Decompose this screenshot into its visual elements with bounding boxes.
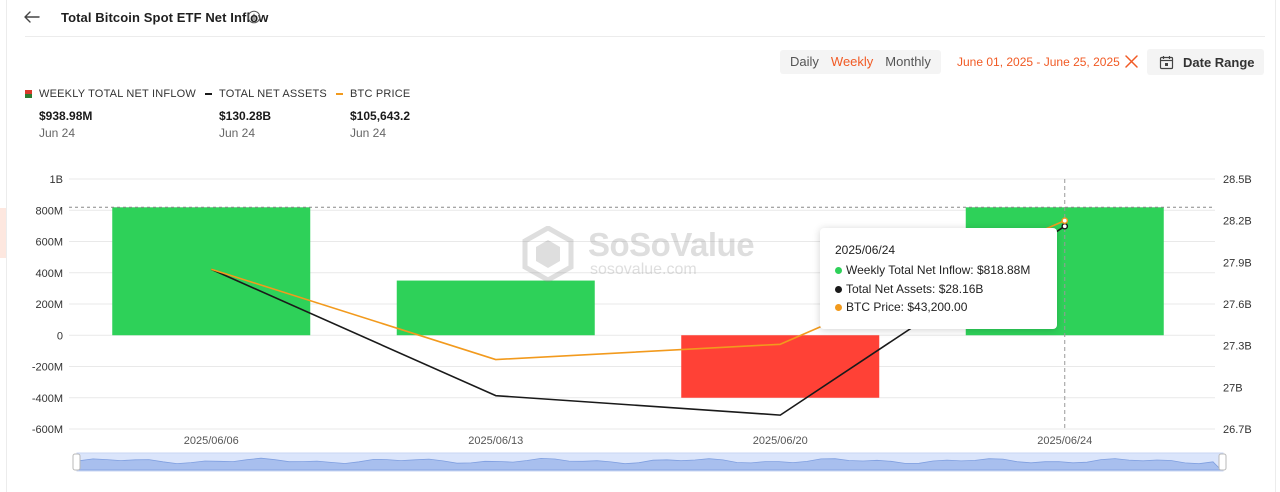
inflow-bar [396, 280, 595, 336]
y-left-tick-label: 0 [57, 330, 63, 342]
chart-tooltip: 2025/06/24 Weekly Total Net Inflow: $818… [820, 228, 1057, 329]
legend-inflow[interactable]: WEEKLY TOTAL NET INFLOW $938.98M Jun 24 [25, 88, 196, 140]
y-right-tick-label: 27.9B [1223, 257, 1252, 269]
tooltip-text: BTC Price: $43,200.00 [846, 300, 968, 314]
x-tick-label: 2025/06/20 [753, 435, 808, 447]
legend-net-assets[interactable]: TOTAL NET ASSETS $130.28B Jun 24 [205, 88, 327, 140]
sosovalue-logo-icon [522, 226, 574, 282]
tooltip-date: 2025/06/24 [835, 243, 896, 257]
legend-label: TOTAL NET ASSETS [219, 88, 327, 100]
inflow-bar [681, 335, 880, 398]
legend-date: Jun 24 [39, 126, 76, 140]
x-tick-label: 2025/06/13 [468, 435, 523, 447]
legend-label: WEEKLY TOTAL NET INFLOW [39, 88, 197, 100]
black-dot-icon [835, 285, 842, 293]
range-slider-preview [78, 457, 1222, 471]
back-button[interactable] [21, 6, 43, 28]
watermark: SoSoValue sosovalue.com [522, 226, 782, 282]
y-right-tick-label: 27.3B [1223, 341, 1252, 353]
y-left-tick-label: 800M [35, 205, 63, 217]
y-left-tick-label: -600M [32, 424, 63, 436]
green-dot-icon [835, 266, 842, 274]
legend-date: Jun 24 [219, 126, 256, 140]
y-right-tick-label: 26.7B [1223, 424, 1252, 436]
period-toggle: Daily Weekly Monthly [780, 50, 941, 74]
tooltip-row-inflow: Weekly Total Net Inflow: $818.88M [835, 263, 1030, 277]
y-left-tick-label: 200M [35, 299, 63, 311]
period-weekly-button[interactable]: Weekly [830, 54, 874, 69]
bar-swatch-icon [25, 90, 32, 98]
watermark-name: SoSoValue [588, 226, 755, 263]
watermark-url: sosovalue.com [590, 261, 697, 278]
legend-btc-price[interactable]: BTC PRICE $105,643.2 Jun 24 [336, 88, 410, 140]
y-left-tick-label: 1B [50, 174, 63, 186]
legend-date: Jun 24 [350, 126, 387, 140]
period-monthly-button[interactable]: Monthly [885, 54, 931, 69]
y-left-tick-label: 400M [35, 268, 63, 280]
header-divider [25, 36, 1265, 37]
info-icon[interactable] [247, 10, 261, 24]
orange-dot-icon [835, 303, 842, 311]
y-left-tick-label: -200M [32, 362, 63, 374]
legend-label: BTC PRICE [350, 88, 411, 100]
legend-value: $938.98M [39, 109, 93, 123]
tooltip-row-price: BTC Price: $43,200.00 [835, 300, 967, 314]
btc-price-point [1061, 217, 1069, 224]
date-range-button[interactable]: Date Range [1147, 49, 1264, 75]
date-range-label: Date Range [1183, 54, 1255, 70]
inflow-bar [112, 207, 311, 336]
arrow-left-icon [24, 11, 40, 23]
line-swatch-icon [205, 93, 212, 95]
tooltip-row-assets: Total Net Assets: $28.16B [835, 282, 983, 296]
close-icon[interactable] [1124, 54, 1139, 69]
x-tick-label: 2025/06/06 [184, 435, 239, 447]
net-assets-point [1061, 222, 1069, 230]
range-slider-left-handle[interactable] [72, 453, 81, 471]
y-right-tick-label: 28.2B [1223, 216, 1252, 228]
page-title: Total Bitcoin Spot ETF Net Inflow [61, 10, 269, 25]
legend-value: $105,643.2 [350, 109, 411, 123]
page-header: Total Bitcoin Spot ETF Net Inflow [7, 0, 1275, 36]
y-right-tick-label: 27B [1223, 382, 1243, 394]
etf-inflow-panel: Total Bitcoin Spot ETF Net Inflow Daily … [6, 0, 1276, 492]
tooltip-text: Weekly Total Net Inflow: $818.88M [846, 263, 1031, 277]
y-left-tick-label: 600M [35, 237, 63, 249]
range-slider-right-handle[interactable] [1218, 453, 1227, 471]
y-right-tick-label: 28.5B [1223, 174, 1252, 186]
calendar-icon [1159, 55, 1174, 69]
tooltip-text: Total Net Assets: $28.16B [846, 282, 984, 296]
selected-date-range[interactable]: June 01, 2025 - June 25, 2025 [957, 55, 1120, 69]
period-daily-button[interactable]: Daily [790, 54, 819, 69]
y-right-tick-label: 27.6B [1223, 299, 1252, 311]
side-accent [0, 208, 6, 258]
legend-value: $130.28B [219, 109, 272, 123]
x-tick-label: 2025/06/24 [1037, 435, 1092, 447]
y-left-tick-label: -400M [32, 393, 63, 405]
line-swatch-icon [336, 93, 343, 95]
